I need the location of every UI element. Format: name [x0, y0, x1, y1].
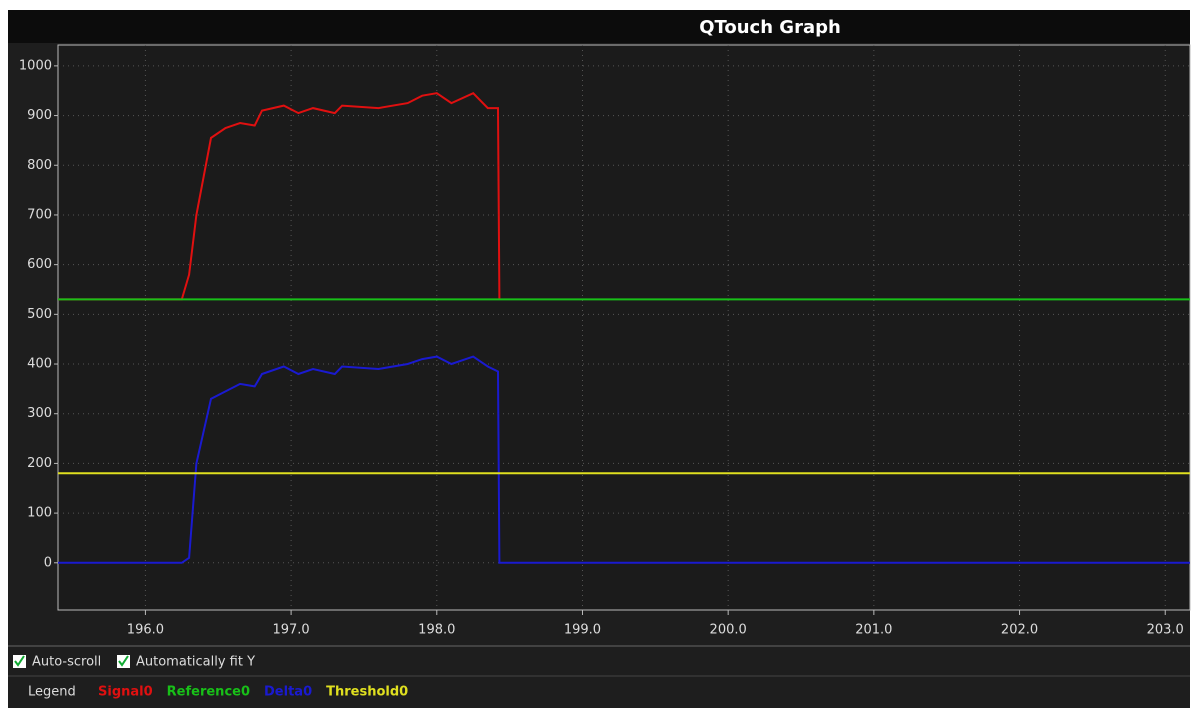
x-tick-label: 199.0: [564, 623, 601, 638]
title-bar: [8, 10, 1190, 43]
x-tick-label: 197.0: [272, 623, 309, 638]
x-tick-label: 201.0: [855, 623, 892, 638]
x-tick-label: 203.0: [1147, 623, 1184, 638]
series-line: [58, 355, 1190, 564]
plot-area: [57, 44, 1191, 611]
y-tick-label: 200: [27, 456, 52, 471]
x-tick-label: 202.0: [1001, 623, 1038, 638]
y-tick-label: 100: [27, 506, 52, 521]
y-tick-label: 900: [27, 108, 52, 123]
check: [118, 655, 129, 667]
y-tick-label: 0: [44, 555, 52, 570]
y-tick-label: 300: [27, 406, 52, 421]
legend-entry: Reference0: [167, 685, 250, 700]
x-tick-label: 200.0: [710, 623, 747, 638]
x-tick-label: 196.0: [127, 623, 164, 638]
y-tick-label: 1000: [19, 58, 52, 73]
legend-entry: Signal0: [98, 685, 153, 700]
checkbox-label[interactable]: Auto-scroll: [32, 655, 101, 670]
y-tick-label: 800: [27, 158, 52, 173]
y-tick-label: 600: [27, 257, 52, 272]
y-tick-label: 700: [27, 207, 52, 222]
legend-label: Legend: [28, 685, 76, 700]
y-tick-label: 500: [27, 307, 52, 322]
y-tick-label: 400: [27, 357, 52, 372]
check: [14, 655, 25, 667]
chart-title: QTouch Graph: [699, 17, 841, 38]
legend-entry: Delta0: [264, 685, 312, 700]
series-line: [58, 91, 501, 301]
legend-entry: Threshold0: [326, 685, 408, 700]
checkbox-label[interactable]: Automatically fit Y: [136, 655, 255, 670]
x-tick-label: 198.0: [418, 623, 455, 638]
